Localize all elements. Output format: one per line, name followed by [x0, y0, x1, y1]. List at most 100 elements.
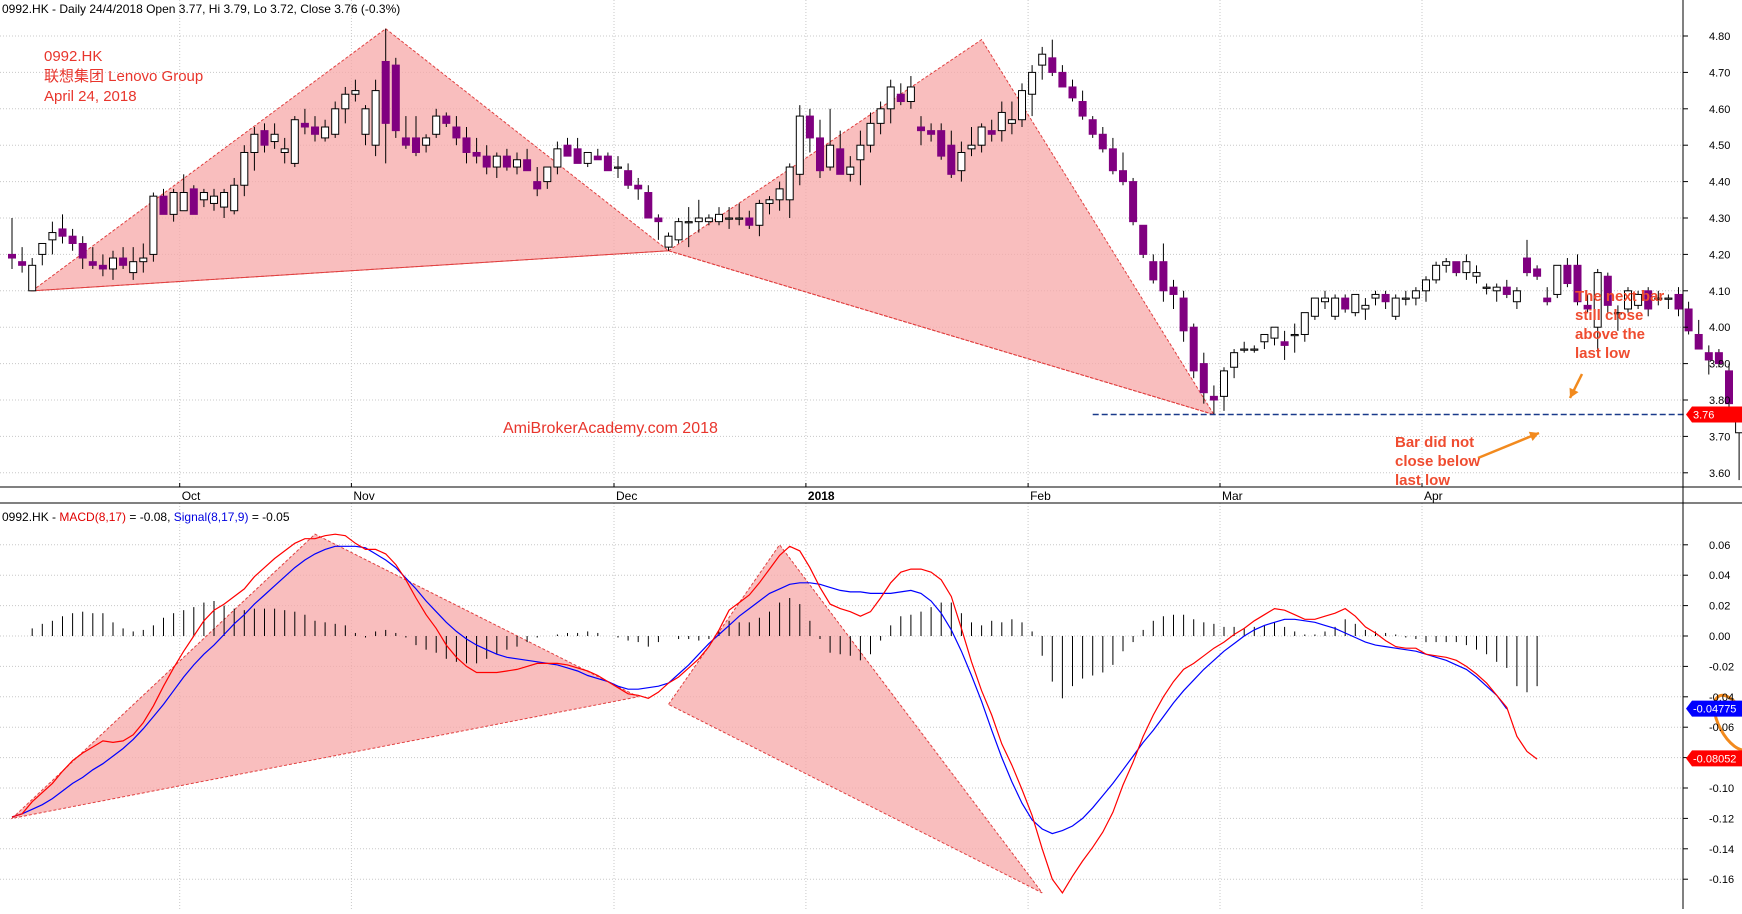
candle-body	[231, 185, 238, 210]
price-panel-title: 0992.HK - Daily 24/4/2018 Open 3.77, Hi …	[2, 2, 400, 16]
candle-body	[362, 109, 369, 134]
candle-body	[1291, 334, 1298, 335]
candle-body	[9, 254, 16, 258]
candle-body	[625, 171, 632, 186]
candle-body	[1109, 149, 1116, 171]
candle-body	[59, 229, 66, 236]
candle-body	[160, 196, 167, 214]
price-tick-label: 4.80	[1709, 31, 1730, 43]
annotation-date: April 24, 2018	[44, 88, 137, 106]
bar-note-line-1: Bar did not	[1395, 433, 1480, 452]
candle-body	[1665, 298, 1672, 299]
candle-body	[1695, 334, 1702, 349]
candle-body	[1019, 91, 1026, 120]
macd-pattern-triangle-2	[669, 545, 1043, 893]
price-tick-label: 4.40	[1709, 177, 1730, 189]
price-tick-label: 3.70	[1709, 431, 1730, 443]
candle-body	[524, 160, 531, 171]
candle-body	[1099, 134, 1106, 149]
candle-body	[1483, 287, 1490, 288]
candle-body	[554, 149, 561, 167]
candle-body	[736, 218, 743, 219]
candle-body	[1008, 120, 1015, 124]
month-label: Apr	[1424, 489, 1443, 503]
price-tick-label: 3.90	[1709, 359, 1730, 371]
candle-body	[19, 262, 26, 266]
candle-body	[493, 156, 500, 167]
candle-body	[281, 149, 288, 153]
macd-title-prefix: 0992.HK -	[2, 510, 59, 524]
candle-body	[241, 152, 248, 185]
candle-body	[645, 193, 652, 218]
candle-body	[503, 156, 510, 167]
candle-body	[110, 258, 117, 269]
candle-body	[847, 167, 854, 174]
candle-body	[1120, 171, 1127, 182]
candle-body	[150, 196, 157, 254]
candle-body	[413, 138, 420, 153]
candle-body	[261, 131, 268, 146]
candle-body	[120, 258, 127, 265]
candle-body	[928, 131, 935, 135]
candle-body	[1322, 298, 1329, 302]
month-label: Mar	[1222, 489, 1243, 503]
candle-body	[1180, 298, 1187, 331]
candle-body	[1362, 305, 1369, 309]
candle-body	[1140, 225, 1147, 254]
candle-body	[584, 152, 591, 163]
candle-body	[332, 109, 339, 134]
candle-body	[39, 243, 46, 254]
candle-body	[604, 156, 611, 171]
candle-body	[1221, 371, 1228, 396]
candle-body	[1524, 258, 1531, 273]
price-tick-label: 4.10	[1709, 286, 1730, 298]
candle-body	[564, 145, 571, 156]
candle-body	[695, 218, 702, 222]
candle-body	[1433, 265, 1440, 280]
candle-body	[271, 134, 278, 141]
candle-body	[786, 167, 793, 200]
last-close-tag: 3.76	[1693, 410, 1714, 422]
price-tick-label: 4.50	[1709, 140, 1730, 152]
candle-body	[1453, 262, 1460, 273]
month-label: Dec	[616, 489, 637, 503]
candle-body	[776, 189, 783, 200]
candle-body	[514, 160, 521, 167]
next-bar-note-line-3: above the	[1575, 325, 1664, 344]
month-label: Nov	[353, 489, 374, 503]
month-label: Oct	[182, 489, 201, 503]
candle-body	[1463, 262, 1470, 273]
candle-body	[756, 203, 763, 225]
candle-body	[352, 91, 359, 95]
macd-panel-title: 0992.HK - MACD(8,17) = -0.08, Signal(8,1…	[2, 510, 290, 524]
candle-body	[1271, 327, 1278, 338]
candle-body	[544, 167, 551, 182]
candle-body	[301, 123, 308, 127]
candle-body	[837, 149, 844, 174]
candle-body	[1190, 327, 1197, 371]
macd-title-macd-value: = -0.08,	[126, 510, 174, 524]
candle-body	[675, 222, 682, 240]
candle-body	[665, 236, 672, 247]
next-bar-note-line-2: still close	[1575, 306, 1664, 325]
candle-body	[988, 131, 995, 135]
candle-body	[746, 218, 753, 225]
price-tick-label: 3.60	[1709, 468, 1730, 480]
candle-body	[402, 138, 409, 145]
price-tick-label: 4.60	[1709, 104, 1730, 116]
candle-body	[1513, 291, 1520, 302]
candle-body	[1160, 262, 1167, 291]
macd-tick-label: 0.04	[1709, 570, 1730, 582]
candle-body	[1423, 280, 1430, 291]
price-pattern-triangle-2	[669, 40, 1214, 415]
annotation-company: 联想集团 Lenovo Group	[44, 68, 203, 86]
macd-tick-label: -0.02	[1709, 661, 1734, 673]
candle-body	[1342, 298, 1349, 309]
candle-body	[1231, 353, 1238, 368]
candle-body	[322, 127, 329, 138]
candle-body	[867, 123, 874, 145]
candle-body	[130, 262, 137, 273]
candle-body	[1049, 58, 1056, 73]
candle-body	[291, 120, 298, 164]
